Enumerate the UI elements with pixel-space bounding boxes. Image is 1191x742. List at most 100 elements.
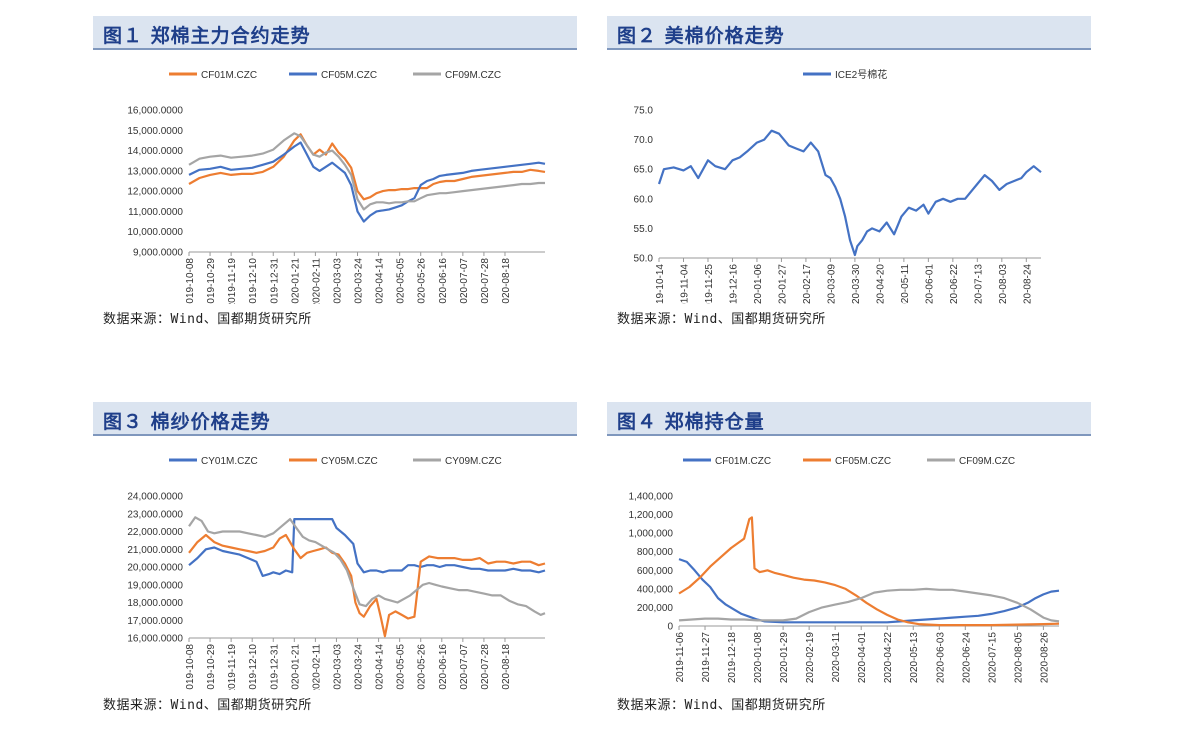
y-tick-label: 17,000.0000 [127, 616, 183, 627]
y-tick-label: 23,000.0000 [127, 509, 183, 520]
x-tick-label: 2020-01-06 [753, 264, 764, 304]
x-tick-label: 2020-03-30 [851, 264, 862, 304]
series-line [188, 533, 546, 638]
x-tick-label: 2020-02-11 [311, 258, 322, 304]
series-line [657, 129, 1042, 257]
x-tick-label: 2020-07-07 [459, 258, 470, 304]
y-tick-label: 18,000.0000 [127, 598, 183, 609]
x-tick-label: 2020-04-20 [875, 264, 886, 304]
x-tick-label: 2020-02-19 [805, 632, 816, 684]
chart-3: CY01M.CZC CY05M.CZC CY09M.CZC 16,000.0000 17… [127, 456, 546, 690]
x-tick-label: 2020-07-28 [480, 644, 491, 690]
y-tick-label: 9,000.0000 [133, 248, 183, 259]
y-tick-label: 70.0 [634, 135, 654, 146]
x-tick-label: 2020-07-13 [973, 264, 984, 304]
x-tick-label: 2020-07-15 [987, 632, 998, 684]
y-tick-label: 15,000.0000 [127, 126, 183, 137]
x-tick-label: 2020-06-01 [924, 264, 935, 304]
y-tick-label: 16,000.0000 [127, 106, 183, 117]
x-tick-label: 2020-08-05 [1013, 632, 1024, 684]
y-tick-label: 24,000.0000 [127, 492, 183, 503]
legend-label: CF05M.CZC [321, 70, 377, 81]
y-tick-label: 75.0 [634, 106, 654, 117]
y-tick-label: 19,000.0000 [127, 580, 183, 591]
x-tick-label: 2020-06-16 [438, 258, 449, 304]
source-note: 数据来源：Wind、国都期货研究所 [103, 698, 312, 713]
x-tick-label: 2019-10-29 [206, 644, 217, 690]
x-tick-label: 2020-01-27 [777, 264, 788, 304]
panel-title: 图３ 棉纱价格走势 [103, 411, 271, 433]
chart-2: ICE2号棉花 50.0 55.0 60.0 65.0 70.0 75.0 2019-10-1… [634, 68, 1042, 304]
panel-2: 图２ 美棉价格走势 ICE2号棉花 50.0 55.0 60.0 65.0 70.0 75.… [607, 12, 1091, 332]
legend-label: ICE2号棉花 [835, 68, 887, 81]
x-tick-label: 2020-01-29 [779, 632, 790, 684]
x-tick-label: 2020-04-14 [375, 258, 386, 304]
source-note: 数据来源：Wind、国都期货研究所 [617, 312, 826, 327]
legend-label: CF09M.CZC [445, 70, 501, 81]
y-tick-label: 800,000 [637, 547, 674, 558]
series-line [188, 141, 546, 223]
panel-title: 图２ 美棉价格走势 [617, 25, 785, 47]
x-tick-label: 2020-05-26 [417, 258, 428, 304]
x-tick-label: 2019-12-16 [728, 264, 739, 304]
panel-title-bar: 图３ 棉纱价格走势 [93, 402, 577, 436]
x-tick-label: 2020-03-24 [354, 258, 365, 304]
series-line [188, 133, 546, 201]
x-tick-label: 2020-04-14 [375, 644, 386, 690]
x-tick-label: 2020-05-05 [396, 644, 407, 690]
x-tick-label: 2020-06-03 [935, 632, 946, 684]
x-tick-label: 2020-05-13 [909, 632, 920, 684]
x-tick-label: 2020-05-11 [900, 264, 911, 304]
y-tick-label: 20,000.0000 [127, 563, 183, 574]
x-tick-label: 2020-06-22 [949, 264, 960, 304]
x-tick-label: 2019-10-08 [185, 258, 196, 304]
x-tick-label: 2019-11-19 [227, 258, 238, 304]
y-tick-label: 10,000.0000 [127, 227, 183, 238]
y-tick-label: 600,000 [637, 566, 674, 577]
y-tick-label: 55.0 [634, 224, 654, 235]
y-tick-label: 1,000,000 [629, 529, 674, 540]
y-tick-label: 16,000.0000 [127, 634, 183, 645]
y-tick-label: 65.0 [634, 165, 654, 176]
x-tick-label: 2020-03-03 [332, 258, 343, 304]
legend-label: CY01M.CZC [201, 456, 258, 467]
x-tick-label: 2020-04-22 [883, 632, 894, 684]
x-tick-label: 2020-08-24 [1022, 264, 1033, 304]
x-tick-label: 2020-02-11 [311, 644, 322, 690]
x-tick-label: 2019-12-10 [248, 258, 259, 304]
legend-label: CY09M.CZC [445, 456, 502, 467]
x-tick-label: 2020-08-26 [1039, 632, 1050, 684]
panel-title: 图１ 郑棉主力合约走势 [103, 25, 311, 47]
panel-title: 图４ 郑棉持仓量 [617, 411, 765, 433]
legend-label: CF01M.CZC [715, 456, 771, 467]
legend-label: CF09M.CZC [959, 456, 1015, 467]
y-tick-label: 11,000.0000 [128, 207, 183, 218]
y-tick-label: 50.0 [634, 254, 654, 265]
x-tick-label: 2019-12-18 [727, 632, 738, 684]
y-tick-label: 0 [667, 622, 673, 633]
x-tick-label: 2020-05-05 [396, 258, 407, 304]
legend-label: CF05M.CZC [835, 456, 891, 467]
panel-3: 图３ 棉纱价格走势 CY01M.CZC CY05M.CZC CY09M.CZC 16,… [93, 398, 577, 718]
x-tick-label: 2019-10-14 [655, 264, 666, 304]
x-tick-label: 2020-05-26 [417, 644, 428, 690]
y-tick-label: 1,400,000 [629, 492, 674, 503]
x-tick-label: 2020-03-09 [826, 264, 837, 304]
x-tick-label: 2020-08-03 [998, 264, 1009, 304]
x-tick-label: 2019-12-10 [248, 644, 259, 690]
x-tick-label: 2019-12-31 [269, 644, 280, 690]
x-tick-label: 2020-06-16 [438, 644, 449, 690]
panel-title-bar: 图２ 美棉价格走势 [607, 16, 1091, 50]
y-tick-label: 60.0 [634, 194, 654, 205]
x-tick-label: 2020-03-24 [354, 644, 365, 690]
x-tick-label: 2020-08-18 [501, 644, 512, 690]
x-tick-label: 2020-06-24 [961, 632, 972, 684]
chart-4: CF01M.CZC CF05M.CZC CF09M.CZC 0 200,000 400,0… [629, 456, 1060, 684]
x-tick-label: 2019-11-04 [679, 264, 690, 304]
series-line [678, 516, 1060, 627]
panel-title-bar: 图１ 郑棉主力合约走势 [93, 16, 577, 50]
source-note: 数据来源：Wind、国都期货研究所 [103, 312, 312, 327]
x-tick-label: 2020-07-28 [480, 258, 491, 304]
y-tick-label: 400,000 [637, 584, 674, 595]
y-tick-label: 1,200,000 [629, 510, 674, 521]
